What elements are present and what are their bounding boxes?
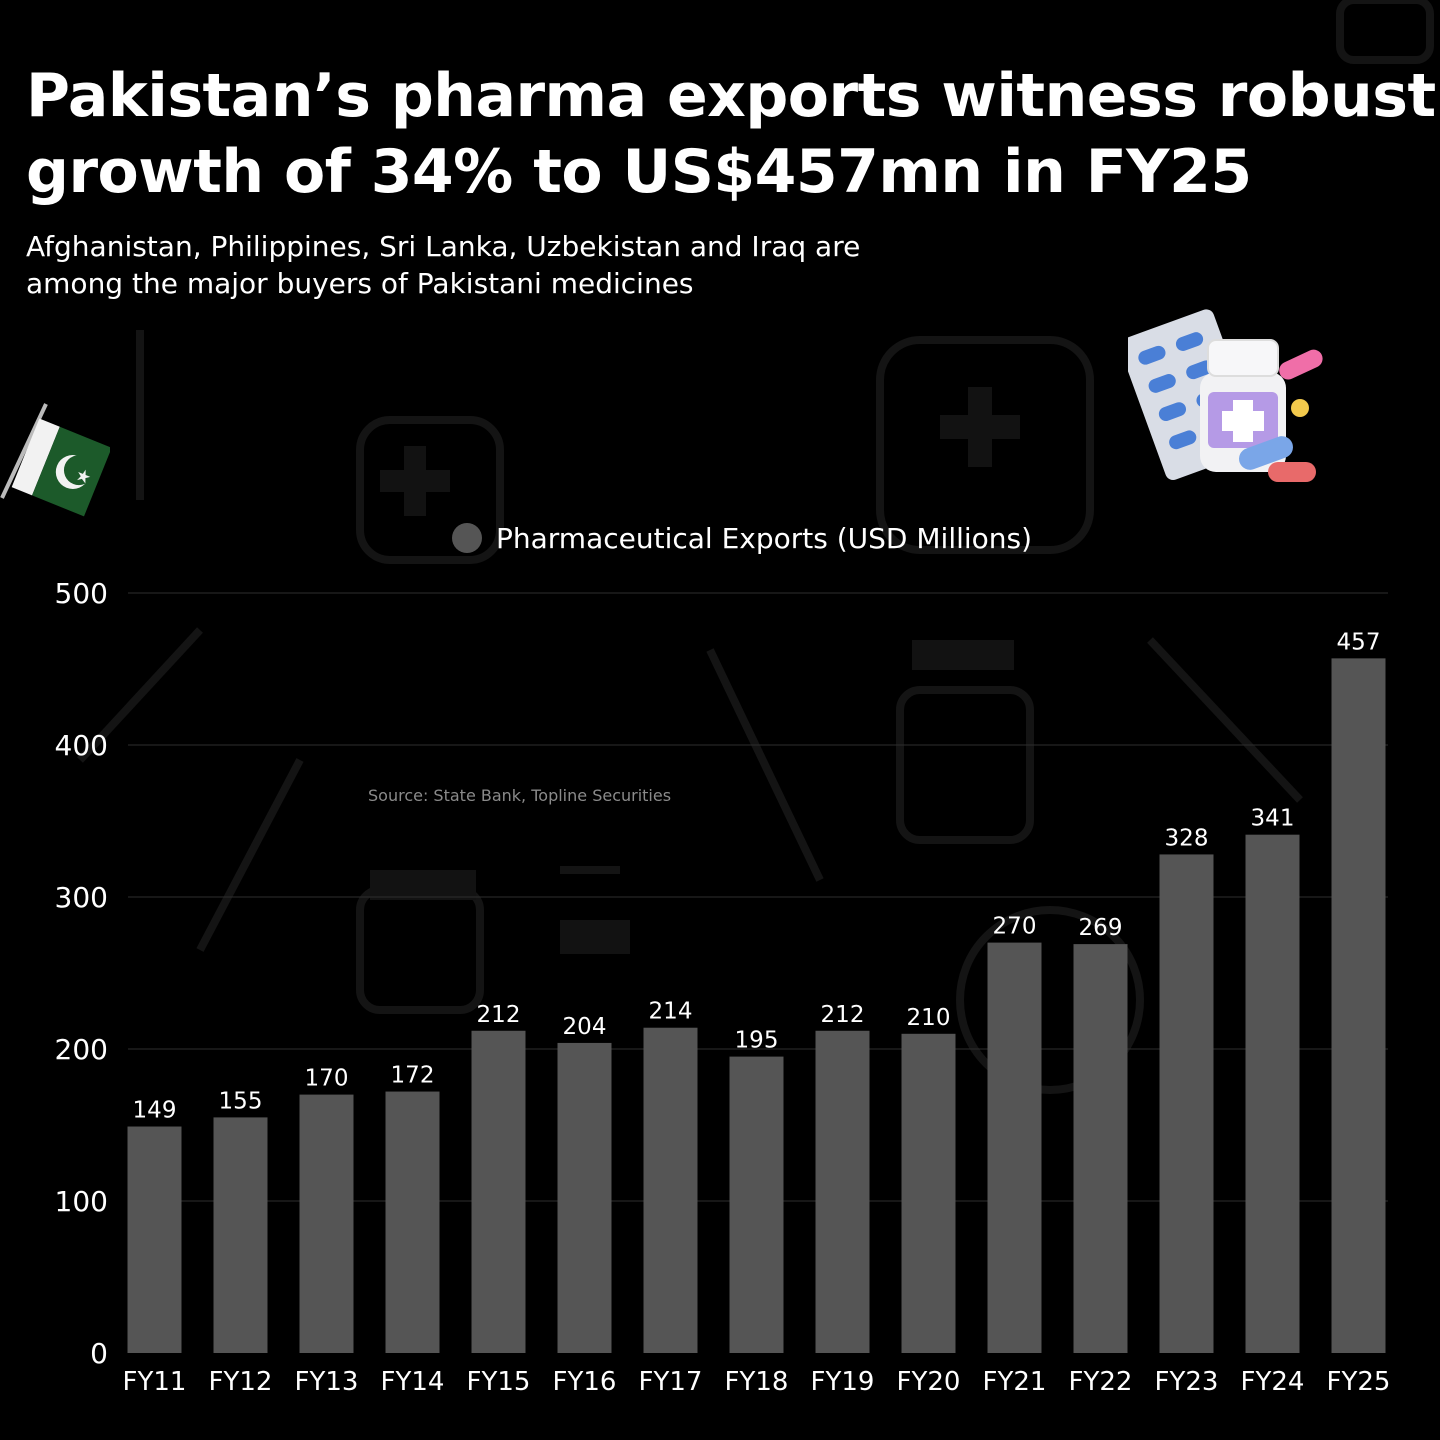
bar-fy17 bbox=[643, 1027, 698, 1353]
bar-fy14 bbox=[385, 1091, 440, 1353]
data-label: 172 bbox=[391, 1063, 435, 1089]
pakistan-flag-icon bbox=[0, 403, 110, 517]
x-tick-label: FY22 bbox=[1069, 1367, 1133, 1397]
data-label: 341 bbox=[1251, 806, 1295, 832]
data-label: 212 bbox=[477, 1002, 521, 1028]
chart-title-line-1: Pakistan’s pharma exports witness robust bbox=[26, 61, 1436, 131]
bar-fy23 bbox=[1159, 854, 1214, 1353]
bar-fy19 bbox=[815, 1030, 870, 1353]
bar-fy11 bbox=[127, 1126, 182, 1353]
bar-fy18 bbox=[729, 1056, 784, 1353]
bar-fy24 bbox=[1245, 834, 1300, 1353]
chart-title: Pakistan’s pharma exports witness robust… bbox=[26, 58, 1436, 210]
source-note: Source: State Bank, Topline Securities bbox=[368, 786, 672, 805]
x-tick-label: FY23 bbox=[1155, 1367, 1219, 1397]
y-tick-label: 500 bbox=[55, 577, 108, 610]
x-tick-label: FY18 bbox=[725, 1367, 789, 1397]
data-label: 328 bbox=[1165, 825, 1209, 851]
bar-fy15 bbox=[471, 1030, 526, 1353]
x-tick-label: FY20 bbox=[897, 1367, 961, 1397]
data-label: 210 bbox=[907, 1005, 951, 1031]
chart-title-line-2: growth of 34% to US$457mn in FY25 bbox=[26, 137, 1252, 207]
data-label: 214 bbox=[649, 999, 693, 1025]
x-tick-label: FY12 bbox=[209, 1367, 273, 1397]
chart-subtitle-line-2: among the major buyers of Pakistani medi… bbox=[26, 267, 694, 300]
bar-fy21 bbox=[987, 942, 1042, 1353]
bar-fy20 bbox=[901, 1033, 956, 1353]
legend-label: Pharmaceutical Exports (USD Millions) bbox=[496, 521, 1033, 555]
x-tick-label: FY21 bbox=[983, 1367, 1047, 1397]
data-label: 269 bbox=[1079, 915, 1123, 941]
y-tick-label: 0 bbox=[90, 1337, 108, 1370]
y-tick-label: 400 bbox=[55, 729, 108, 762]
bar-fy16 bbox=[557, 1042, 612, 1353]
x-tick-label: FY17 bbox=[639, 1367, 703, 1397]
y-tick-label: 100 bbox=[55, 1185, 108, 1218]
x-tick-label: FY14 bbox=[381, 1367, 445, 1397]
data-label: 170 bbox=[305, 1066, 349, 1092]
legend-swatch bbox=[452, 523, 482, 553]
x-tick-label: FY13 bbox=[295, 1367, 359, 1397]
medicine-bottle-pills-icon bbox=[1128, 309, 1323, 482]
bar-fy12 bbox=[213, 1117, 268, 1353]
chart-legend: Pharmaceutical Exports (USD Millions) bbox=[452, 518, 1032, 558]
data-label: 204 bbox=[563, 1014, 607, 1040]
bar-fy25 bbox=[1331, 658, 1386, 1353]
data-label: 155 bbox=[219, 1088, 263, 1114]
chart-subtitle: Afghanistan, Philippines, Sri Lanka, Uzb… bbox=[26, 228, 986, 302]
x-tick-label: FY15 bbox=[467, 1367, 531, 1397]
x-tick-label: FY16 bbox=[553, 1367, 617, 1397]
x-tick-label: FY19 bbox=[811, 1367, 875, 1397]
bar-fy22 bbox=[1073, 944, 1128, 1353]
x-tick-label: FY11 bbox=[123, 1367, 187, 1397]
data-label: 212 bbox=[821, 1002, 865, 1028]
y-tick-label: 200 bbox=[55, 1033, 108, 1066]
chart-subtitle-line-1: Afghanistan, Philippines, Sri Lanka, Uzb… bbox=[26, 230, 861, 263]
data-label: 149 bbox=[133, 1098, 177, 1124]
bar-fy13 bbox=[299, 1094, 354, 1353]
data-label: 457 bbox=[1337, 629, 1381, 655]
data-label: 195 bbox=[735, 1028, 779, 1054]
data-label: 270 bbox=[993, 914, 1037, 940]
y-tick-label: 300 bbox=[55, 881, 108, 914]
x-tick-label: FY25 bbox=[1327, 1367, 1391, 1397]
x-tick-label: FY24 bbox=[1241, 1367, 1305, 1397]
